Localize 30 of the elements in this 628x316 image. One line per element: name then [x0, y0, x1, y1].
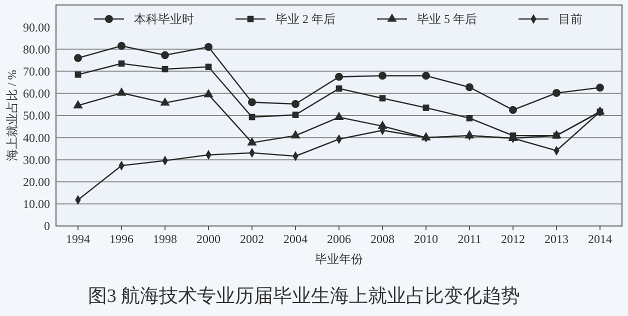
x-tick-label: 1994 — [66, 232, 90, 246]
x-axis-title: 毕业年份 — [315, 252, 363, 266]
x-tick-label: 2011 — [458, 232, 482, 246]
text: 图3 航海技术专业历届毕业生海上就业占比变化趋势 — [88, 285, 520, 307]
legend-label: 目前 — [558, 12, 582, 26]
y-tick-label: 40.00 — [23, 130, 50, 145]
y-tick-label: 70.00 — [23, 64, 50, 78]
x-tick-label: 2002 — [240, 232, 264, 246]
y-axis-title: 海上就业占比 / % — [5, 70, 19, 162]
y-tick-label: 10.00 — [23, 197, 50, 212]
y-tick-label: 90.00 — [23, 20, 50, 34]
x-tick-label: 2010 — [414, 232, 438, 246]
x-tick-label: 2004 — [284, 232, 308, 246]
x-tick-label: 2006 — [327, 232, 351, 246]
legend-label: 毕业 5 年后 — [417, 12, 477, 26]
x-tick-label: 2008 — [370, 232, 394, 246]
y-tick-label: 80.00 — [23, 42, 50, 56]
y-tick-label: 30.00 — [23, 152, 50, 167]
y-tick-label: 50.00 — [23, 108, 50, 123]
x-tick-label: 2012 — [501, 232, 525, 246]
y-tick-label: 60.00 — [23, 86, 50, 101]
x-tick-label: 2000 — [196, 232, 220, 246]
y-tick-label: 0 — [44, 219, 50, 234]
x-tick-label: 1996 — [110, 232, 134, 246]
y-tick-label: 20.00 — [23, 175, 50, 189]
legend-label: 毕业 2 年后 — [276, 12, 336, 26]
x-tick-label: 2013 — [544, 232, 568, 246]
x-tick-label: 2014 — [588, 232, 612, 246]
legend-label: 本科毕业时 — [134, 12, 194, 26]
x-tick-label: 1998 — [153, 232, 177, 246]
